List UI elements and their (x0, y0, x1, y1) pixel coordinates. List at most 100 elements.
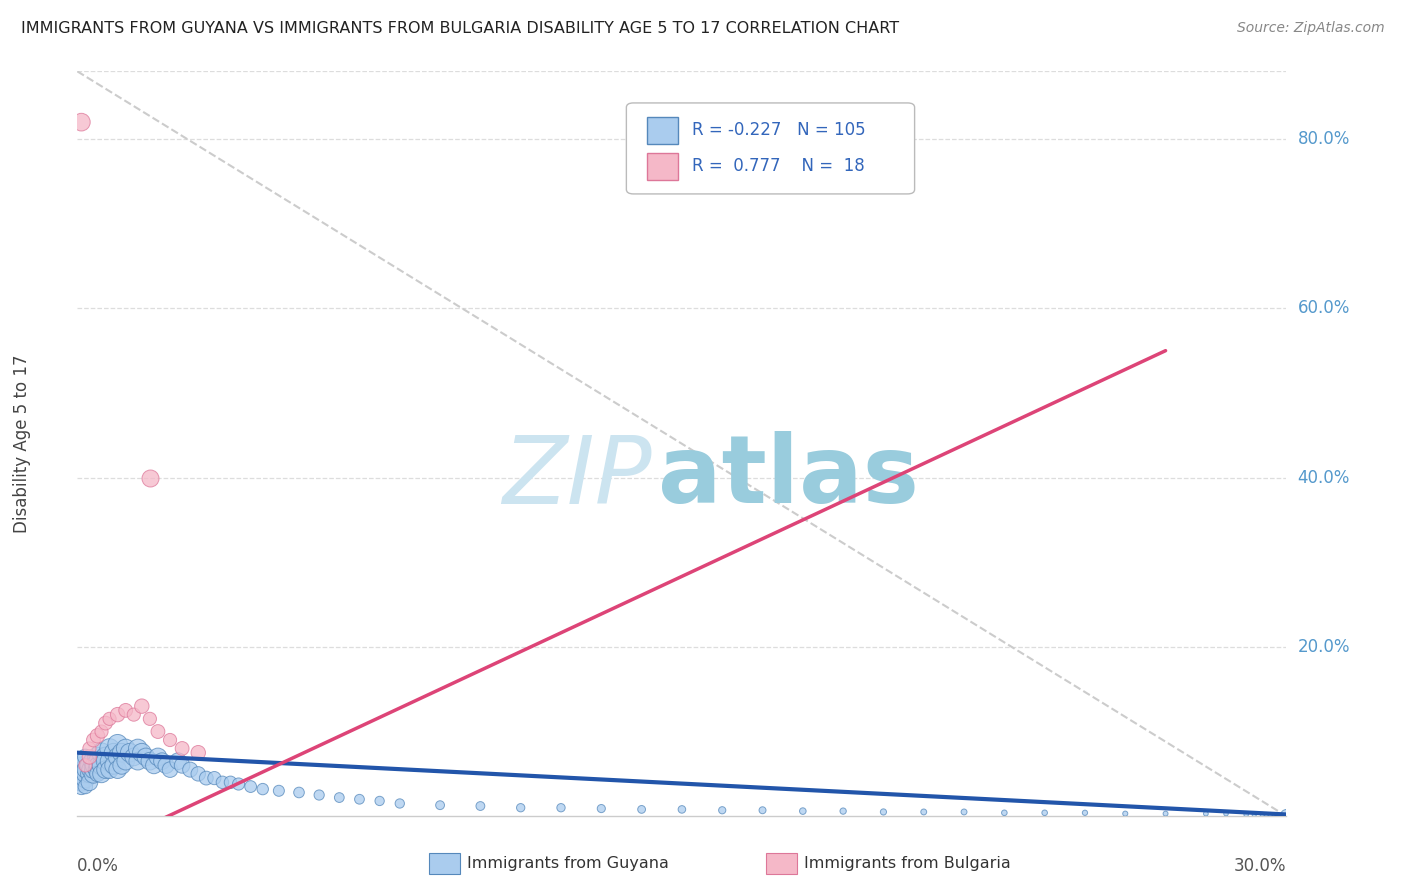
Point (107, 750, 129, 764)
Point (195, 771, 218, 785)
Point (139, 712, 162, 726)
Point (131, 699, 153, 714)
Point (228, 777, 250, 791)
Point (75, 771, 97, 785)
Point (103, 746, 125, 760)
Point (103, 758, 125, 772)
Point (86, 750, 108, 764)
Point (711, 803, 734, 817)
Point (388, 797, 411, 811)
Point (75, 780, 97, 794)
Point (832, 804, 855, 818)
Point (1267, 808, 1289, 822)
Point (70, 767, 93, 781)
Point (70, 758, 93, 772)
Point (131, 746, 153, 760)
Point (550, 801, 572, 815)
Text: Source: ZipAtlas.com: Source: ZipAtlas.com (1237, 21, 1385, 36)
Point (111, 746, 134, 760)
Point (94, 763, 117, 777)
Text: 60.0%: 60.0% (1298, 300, 1350, 318)
Point (1260, 807, 1282, 822)
Point (98, 712, 121, 726)
Point (90, 746, 112, 760)
Point (155, 758, 177, 772)
Point (98, 763, 121, 777)
Text: Immigrants from Bulgaria: Immigrants from Bulgaria (804, 856, 1011, 871)
Point (187, 746, 209, 760)
Point (1267, 808, 1289, 822)
Point (470, 799, 492, 814)
Point (139, 754, 162, 768)
Point (993, 805, 1015, 820)
Text: R =  0.777    N =  18: R = 0.777 N = 18 (693, 157, 865, 175)
Text: ZIP: ZIP (502, 432, 652, 523)
Point (159, 733, 181, 747)
Point (912, 805, 935, 819)
Point (70, 115, 93, 129)
Point (86, 729, 108, 743)
Point (118, 746, 141, 760)
Point (1271, 808, 1294, 822)
Point (94, 750, 117, 764)
Point (98, 741, 121, 756)
Point (90, 767, 112, 781)
Text: 30.0%: 30.0% (1234, 857, 1286, 875)
Point (1243, 807, 1265, 822)
Point (146, 724, 169, 739)
Point (107, 763, 129, 777)
Point (79, 750, 101, 764)
Point (127, 741, 149, 756)
Point (107, 737, 129, 751)
Point (139, 470, 162, 484)
Text: 40.0%: 40.0% (1298, 468, 1350, 487)
Text: 20.0%: 20.0% (1298, 638, 1350, 656)
Text: 0.0%: 0.0% (77, 857, 120, 875)
Point (90, 758, 112, 772)
Point (159, 763, 181, 777)
Point (591, 801, 613, 815)
Point (172, 741, 194, 756)
Point (328, 790, 350, 805)
Point (1263, 808, 1285, 822)
Point (872, 805, 894, 819)
Point (308, 788, 330, 802)
Point (172, 758, 194, 772)
Point (509, 801, 531, 815)
Point (1275, 808, 1298, 822)
Point (792, 804, 814, 818)
Point (127, 754, 149, 768)
Point (122, 750, 145, 764)
Text: Immigrants from Guyana: Immigrants from Guyana (467, 856, 669, 871)
Point (751, 803, 773, 817)
Point (75, 754, 97, 768)
Point (1271, 808, 1294, 822)
Point (1074, 805, 1097, 820)
Point (82, 763, 104, 777)
Point (114, 754, 136, 768)
Point (202, 771, 225, 785)
Point (187, 767, 209, 781)
Point (288, 785, 311, 799)
Point (82, 754, 104, 768)
Point (1033, 805, 1056, 820)
Point (114, 703, 136, 717)
Point (114, 741, 136, 756)
Point (671, 802, 693, 816)
Point (86, 754, 108, 768)
Point (70, 780, 93, 794)
Point (146, 750, 169, 764)
Point (90, 724, 112, 739)
Point (142, 758, 165, 772)
Point (79, 763, 101, 777)
Point (1195, 806, 1218, 821)
Point (1154, 806, 1177, 821)
Point (86, 758, 108, 772)
Point (111, 758, 134, 772)
Point (107, 707, 129, 722)
Point (1271, 808, 1294, 822)
Point (1256, 807, 1278, 822)
Text: 80.0%: 80.0% (1298, 130, 1350, 148)
Point (179, 763, 201, 777)
Point (79, 767, 101, 781)
